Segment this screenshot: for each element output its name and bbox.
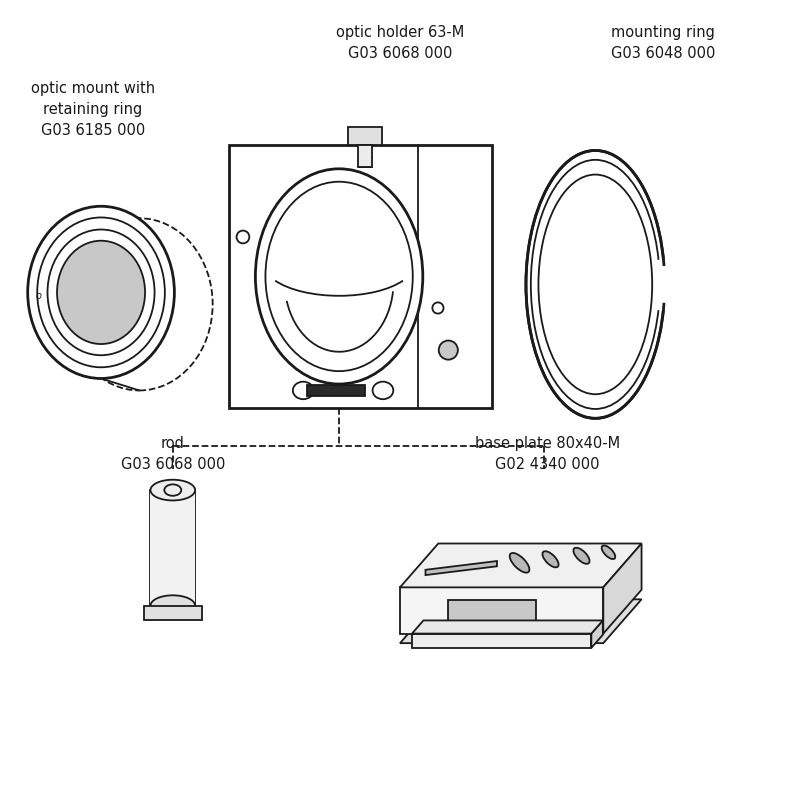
Ellipse shape — [150, 480, 195, 501]
Bar — [448, 600, 535, 627]
Text: o: o — [36, 291, 42, 302]
Bar — [144, 606, 202, 620]
Polygon shape — [591, 621, 603, 648]
Bar — [229, 145, 492, 408]
Polygon shape — [400, 587, 603, 634]
Polygon shape — [400, 543, 642, 587]
Ellipse shape — [574, 548, 590, 564]
Bar — [150, 490, 195, 606]
Text: optic holder 63-M
G03 6068 000: optic holder 63-M G03 6068 000 — [336, 26, 464, 62]
Polygon shape — [426, 561, 497, 575]
Polygon shape — [603, 543, 642, 634]
Text: optic mount with
retaining ring
G03 6185 000: optic mount with retaining ring G03 6185… — [31, 81, 155, 138]
Ellipse shape — [525, 148, 666, 421]
Ellipse shape — [438, 341, 458, 360]
Ellipse shape — [510, 553, 530, 573]
Ellipse shape — [602, 546, 615, 559]
Polygon shape — [412, 634, 591, 648]
Text: base plate 80x40-M
G02 4340 000: base plate 80x40-M G02 4340 000 — [475, 436, 620, 472]
Polygon shape — [412, 621, 603, 634]
Polygon shape — [400, 599, 642, 643]
Bar — [307, 385, 365, 396]
Ellipse shape — [57, 241, 145, 344]
Ellipse shape — [28, 206, 174, 378]
Text: mounting ring
G03 6048 000: mounting ring G03 6048 000 — [611, 26, 715, 62]
Ellipse shape — [542, 551, 558, 567]
Ellipse shape — [255, 169, 423, 384]
Ellipse shape — [150, 595, 195, 616]
Bar — [358, 145, 372, 167]
Bar — [348, 127, 382, 145]
Polygon shape — [656, 260, 673, 309]
Text: rod
G03 6068 000: rod G03 6068 000 — [121, 436, 225, 472]
